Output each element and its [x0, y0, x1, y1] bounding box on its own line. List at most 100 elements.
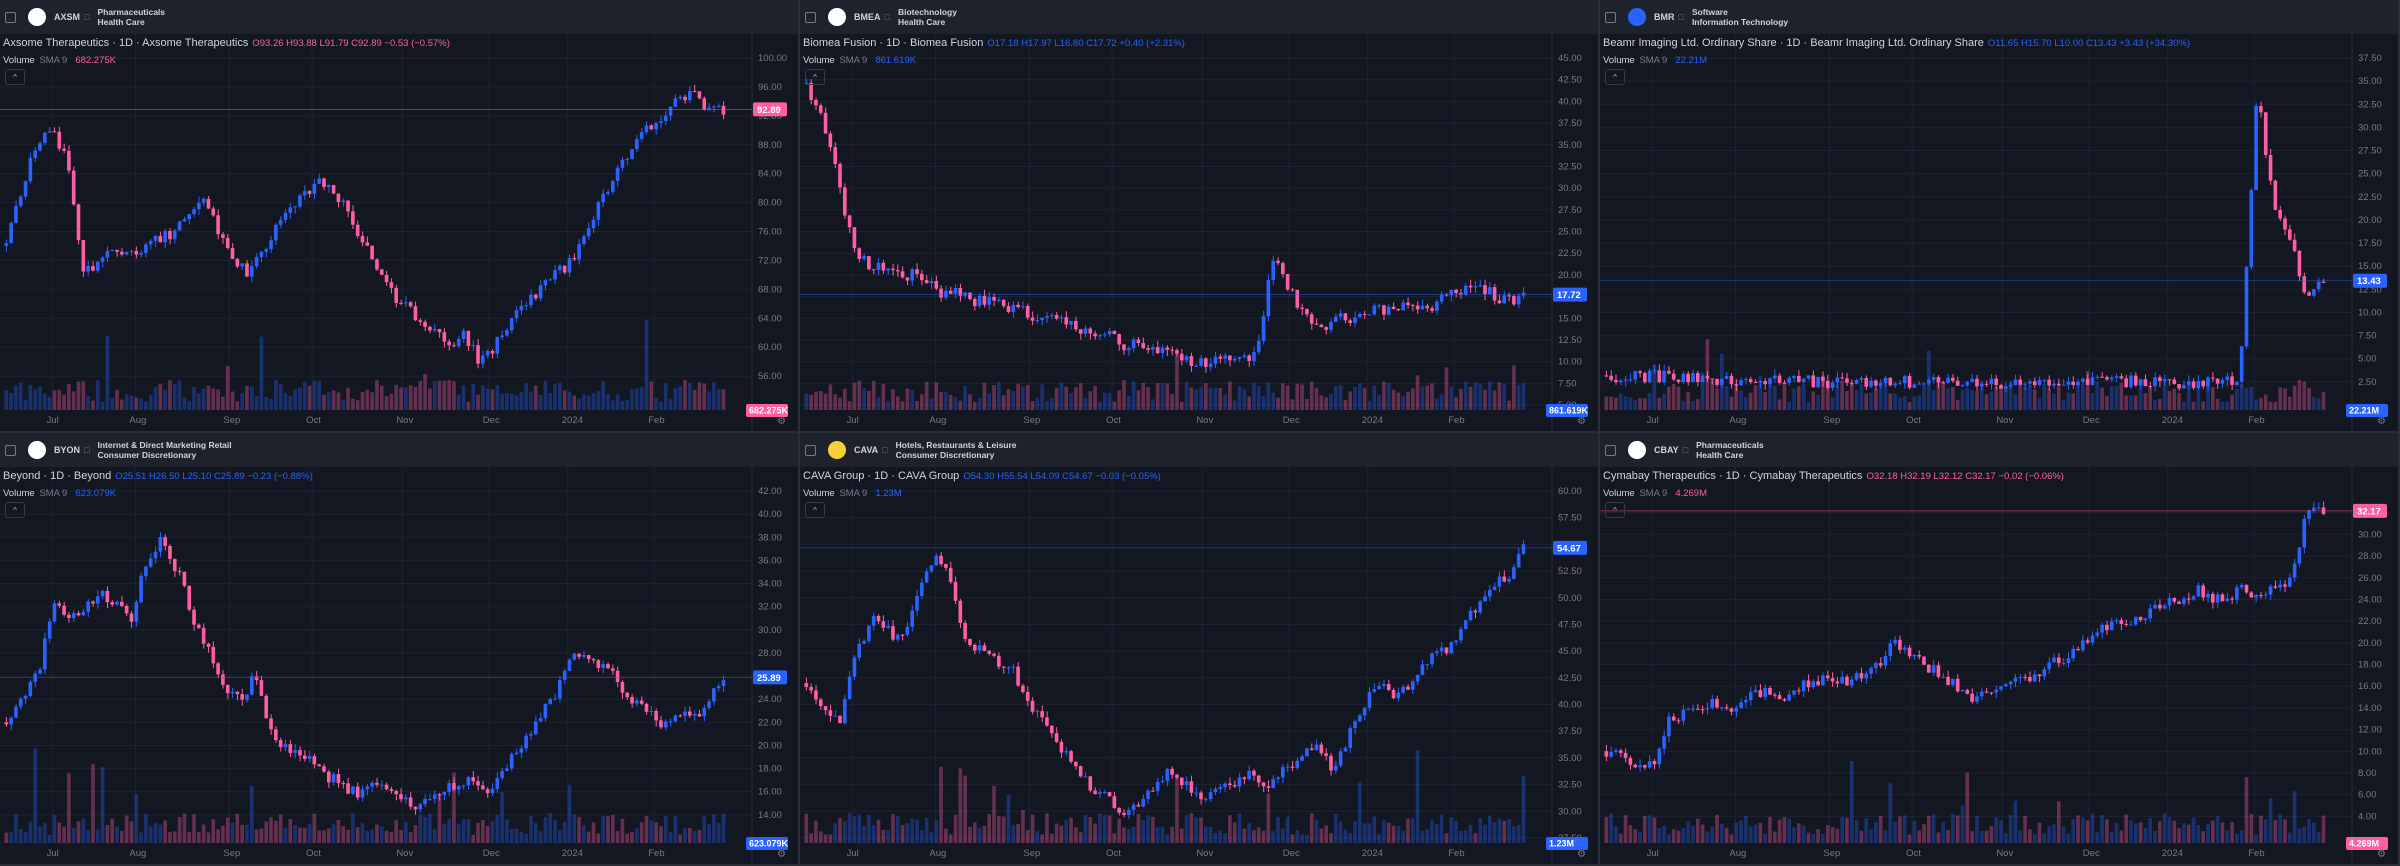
chart-panel-byon[interactable]: BYON □ Internet & Direct Marketing Retail C…: [0, 433, 800, 866]
volume-bar: [809, 833, 813, 843]
volume-bar: [2167, 817, 2172, 843]
price-chart[interactable]: 100.0096.0092.0088.0084.0080.0076.0072.0…: [0, 0, 800, 433]
volume-bar: [1975, 391, 1979, 410]
candle-body: [823, 112, 828, 134]
candle-body: [538, 718, 543, 722]
price-chart[interactable]: 32.0030.0028.0026.0024.0022.0020.0018.00…: [1600, 433, 2400, 866]
collapse-legend-button[interactable]: ^: [5, 502, 25, 518]
volume-legend[interactable]: Volume SMA 9 4.269M: [1603, 488, 1707, 499]
symbol-ticker[interactable]: CBAY: [1654, 445, 1679, 455]
chart-title[interactable]: CAVA Group · 1D · CAVA Group O54.30 H55.5…: [803, 470, 1161, 482]
chart-title[interactable]: Biomea Fusion · 1D · Biomea Fusion O17.18…: [803, 37, 1185, 49]
category-label: Health Care: [897, 17, 946, 27]
volume-bar: [2316, 831, 2321, 843]
volume-bar: [1970, 831, 1974, 843]
volume-bar: [1213, 387, 1218, 410]
select-checkbox[interactable]: [1605, 11, 1616, 23]
candle-body: [81, 611, 86, 616]
select-checkbox[interactable]: [805, 11, 816, 23]
volume-bar: [216, 389, 220, 410]
select-checkbox[interactable]: [5, 444, 16, 456]
candle-body: [1792, 375, 1796, 378]
candle-body: [110, 249, 115, 252]
collapse-legend-button[interactable]: ^: [1605, 69, 1625, 85]
candle-body: [278, 219, 283, 225]
volume-legend[interactable]: Volume SMA 9 623.079K: [3, 488, 116, 499]
collapse-legend-button[interactable]: ^: [805, 502, 825, 518]
gear-icon[interactable]: ⚙: [1577, 416, 1586, 427]
flag-icon[interactable]: □: [1682, 445, 1689, 455]
chart-title[interactable]: Beamr Imaging Ltd. Ordinary Share · 1D ·…: [1603, 37, 2190, 49]
price-chart[interactable]: 45.0042.5040.0037.5035.0032.5030.0027.50…: [800, 0, 1600, 433]
volume-bar: [920, 830, 924, 843]
chart-panel-bmr[interactable]: BMR □ Software Information Technology 37.50 3…: [1600, 0, 2400, 433]
volume-bar: [110, 818, 115, 843]
flag-icon[interactable]: □: [84, 445, 90, 455]
candle-body: [929, 565, 934, 572]
collapse-legend-button[interactable]: ^: [805, 69, 825, 85]
symbol-ticker[interactable]: BYON: [54, 445, 81, 455]
y-tick-label: 80.00: [758, 198, 782, 209]
price-chart[interactable]: 37.5035.0032.5030.0027.5025.0022.5020.00…: [1600, 0, 2400, 433]
chart-panel-cava[interactable]: CAVA □ Hotels, Restaurants & Leisure Consum…: [800, 433, 1600, 866]
symbol-ticker[interactable]: BMR: [1654, 12, 1675, 22]
candle-body: [1816, 376, 1820, 388]
volume-bar: [1512, 365, 1516, 410]
flag-icon[interactable]: □: [882, 445, 888, 455]
chart-panel-bmea[interactable]: BMEA □ Biotechnology Health Care 45.00 42.50 4…: [800, 0, 1600, 433]
candle-body: [110, 602, 115, 605]
gear-icon[interactable]: ⚙: [1577, 849, 1586, 860]
volume-bar: [1753, 824, 1758, 843]
flag-icon[interactable]: □: [884, 12, 890, 22]
candle-body: [809, 82, 813, 100]
symbol-ticker[interactable]: CAVA: [854, 445, 879, 455]
candle-body: [1314, 323, 1319, 325]
y-tick-label: 30.00: [2358, 122, 2382, 133]
collapse-legend-button[interactable]: ^: [1605, 502, 1625, 518]
select-checkbox[interactable]: [5, 11, 16, 23]
candle-body: [182, 219, 187, 222]
volume-bar: [1401, 395, 1405, 410]
volume-bar: [663, 815, 668, 843]
volume-legend[interactable]: Volume SMA 9 1.23M: [803, 488, 902, 499]
volume-bar: [871, 825, 876, 843]
company-logo-icon: [28, 441, 46, 459]
flag-icon[interactable]: □: [1678, 12, 1684, 22]
volume-bar: [57, 389, 62, 410]
candle-body: [1078, 766, 1083, 777]
volume-bar: [298, 827, 302, 843]
chart-title[interactable]: Cymabay Therapeutics · 1D · Cymabay Ther…: [1603, 470, 2064, 482]
candle-body: [871, 615, 876, 626]
volume-bar: [582, 394, 586, 410]
gear-icon[interactable]: ⚙: [2377, 416, 2386, 427]
flag-icon[interactable]: □: [84, 12, 90, 22]
volume-legend[interactable]: Volume SMA 9 22.21M: [1603, 55, 1707, 66]
select-checkbox[interactable]: [1605, 444, 1616, 456]
symbol-ticker[interactable]: AXSM: [54, 12, 81, 22]
volume-bar: [509, 393, 514, 410]
chart-title[interactable]: Beyond · 1D · Beyond O25.51 H26.50 L25.10…: [3, 470, 313, 482]
gear-icon[interactable]: ⚙: [777, 416, 786, 427]
symbol-ticker[interactable]: BMEA: [854, 12, 881, 22]
volume-legend[interactable]: Volume SMA 9 861.619K: [803, 55, 916, 66]
y-tick-label: 22.00: [758, 717, 782, 728]
candle-body: [958, 600, 963, 623]
volume-bar: [1175, 777, 1179, 843]
volume-bar: [2138, 822, 2143, 843]
gear-icon[interactable]: ⚙: [2377, 849, 2386, 860]
candle-body: [283, 212, 288, 220]
gear-icon[interactable]: ⚙: [777, 849, 786, 860]
candle-body: [351, 211, 355, 225]
chart-title[interactable]: Axsome Therapeutics · 1D · Axsome Therap…: [3, 37, 450, 49]
chart-panel-axsm[interactable]: AXSM □ Pharmaceuticals Health Care 100.00 96.…: [0, 0, 800, 433]
collapse-legend-button[interactable]: ^: [5, 69, 25, 85]
select-checkbox[interactable]: [805, 444, 816, 456]
volume-bar: [1194, 817, 1198, 843]
price-chart[interactable]: 60.0057.5055.0052.5050.0047.5045.0042.50…: [800, 433, 1600, 866]
candle-body: [1136, 804, 1141, 807]
price-chart[interactable]: 42.0040.0038.0036.0034.0032.0030.0028.00…: [0, 433, 800, 866]
volume-bar: [630, 831, 634, 843]
candle-body: [235, 258, 240, 267]
volume-legend[interactable]: Volume SMA 9 682.275K: [3, 55, 116, 66]
